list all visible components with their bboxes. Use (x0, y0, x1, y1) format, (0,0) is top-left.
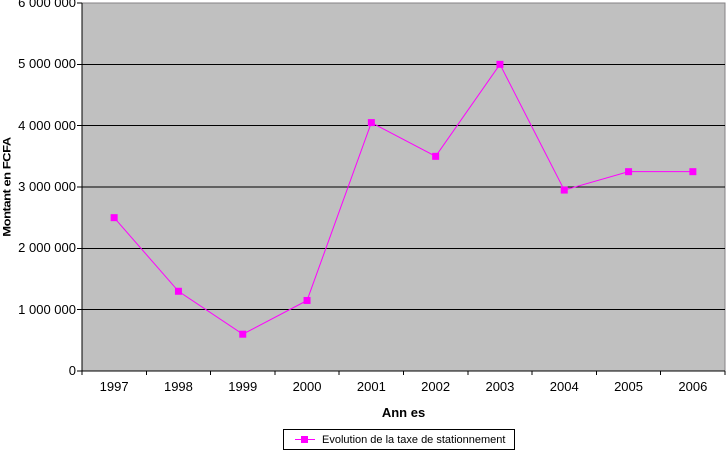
x-axis-tick-label: 1997 (99, 379, 129, 394)
x-axis-tick-label: 2000 (292, 379, 322, 394)
x-axis-tick-label: 1999 (228, 379, 258, 394)
legend-series-swatch-icon (295, 436, 315, 443)
legend-label: Evolution de la taxe de stationnement (322, 433, 506, 446)
data-point-marker (303, 296, 311, 304)
data-point-marker (689, 168, 697, 176)
series-line (113, 63, 693, 335)
y-axis-tick-label: 1 000 000 (18, 301, 76, 317)
y-axis-title: Montant en FCFA (0, 137, 14, 237)
x-axis-tick-label: 2001 (356, 379, 386, 394)
x-axis-title: Ann es (381, 405, 426, 420)
y-axis-tick-label: 3 000 000 (18, 179, 76, 194)
data-point-marker (432, 152, 440, 160)
y-axis-tick-label: 6 000 000 (18, 0, 76, 10)
x-axis-tick-label: 2002 (421, 379, 451, 394)
x-axis-tick-label: 2004 (549, 379, 579, 394)
legend-square-marker-icon (301, 436, 308, 443)
x-axis-tick-label: 2006 (678, 379, 708, 394)
legend: Evolution de la taxe de stationnement (283, 429, 516, 450)
data-point-marker (239, 330, 247, 338)
x-axis-tick-label: 2003 (485, 379, 515, 394)
data-point-marker (560, 186, 568, 194)
x-axis-tick-label: 2005 (614, 379, 643, 394)
data-point-marker (625, 168, 633, 176)
y-axis-tick-label: 5 000 000 (18, 56, 76, 72)
data-point-marker (367, 119, 375, 127)
y-axis-tick-label: 2 000 000 (18, 240, 76, 256)
data-point-marker (496, 60, 504, 68)
x-axis-tick-label: 1998 (163, 379, 193, 394)
data-point-marker (110, 214, 118, 222)
y-axis-tick-label: 0 (68, 363, 76, 378)
y-axis-tick-label: 4 000 000 (18, 117, 76, 133)
data-point-marker (174, 287, 182, 295)
